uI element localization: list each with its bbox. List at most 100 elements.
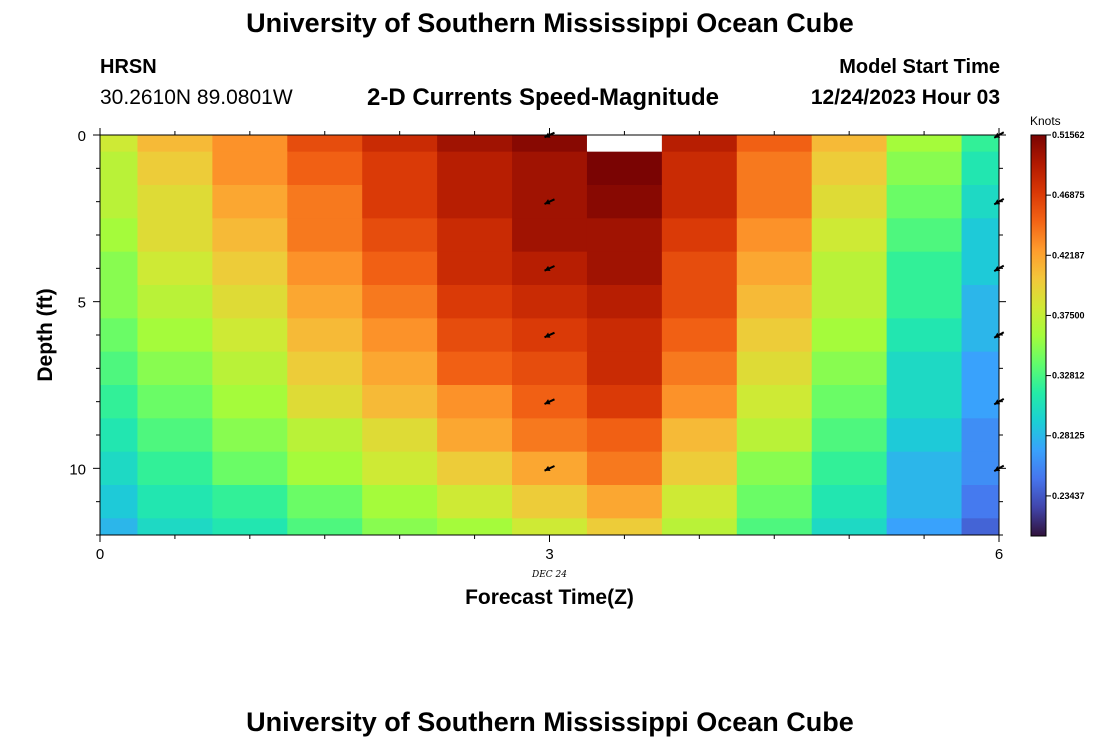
heatmap-cell [586, 285, 663, 319]
heatmap-cell [437, 451, 513, 486]
heatmap-cell [362, 418, 438, 453]
heatmap-cell [437, 518, 513, 536]
heatmap-cell [362, 485, 438, 519]
x-tick-label: 3 [545, 546, 553, 563]
heatmap-cell [362, 451, 438, 486]
heatmap-cell [886, 485, 963, 519]
heatmap-cell [512, 485, 588, 519]
colorbar-tick-label: 0.42187 [1052, 250, 1085, 260]
heatmap-cell [736, 385, 813, 419]
current-arrow [544, 465, 555, 472]
heatmap-cell [137, 285, 213, 319]
heatmap-cell [212, 351, 288, 386]
y-tick-label: 5 [78, 295, 86, 312]
colorbar-tick-label: 0.23437 [1052, 491, 1085, 501]
heatmap-cell [961, 135, 1000, 153]
heatmap-cell [736, 418, 813, 453]
heatmap-cell [661, 251, 738, 286]
heatmap-cell [137, 251, 213, 286]
heatmap-cell [287, 135, 363, 153]
heatmap-cell [437, 151, 513, 186]
second-chart-title: University of Southern Mississippi Ocean… [246, 707, 854, 737]
heatmap-cell [886, 418, 963, 453]
heatmap-cell [100, 485, 138, 519]
heatmap-cell [362, 518, 438, 536]
heatmap-cell [886, 385, 963, 419]
heatmap-cell [886, 185, 963, 219]
heatmap-cell [137, 318, 213, 353]
heatmap-cell [661, 151, 738, 186]
heatmap-cell [661, 318, 738, 353]
heatmap-cell [362, 285, 438, 319]
axes: 0 3 6 0 5 10 [69, 128, 1006, 563]
heatmap-cell [100, 351, 138, 386]
heatmap-cell [137, 418, 213, 453]
heatmap-cell [212, 318, 288, 353]
heatmap-cell [362, 135, 438, 153]
heatmap-cell [100, 385, 138, 419]
x-tick-label: 0 [96, 546, 104, 563]
heatmap-cell [212, 251, 288, 286]
colorbar-tick-label: 0.46875 [1052, 190, 1085, 200]
heatmap-cell [437, 385, 513, 419]
heatmap-cell [586, 218, 663, 253]
current-arrow [544, 398, 555, 405]
heatmap-cell [961, 251, 1000, 286]
heatmap-cell [811, 385, 888, 419]
heatmap-cell [212, 285, 288, 319]
heatmap-cell [736, 518, 813, 536]
heatmap-cell [437, 185, 513, 219]
heatmap-cell [811, 185, 888, 219]
heatmap-cell [586, 251, 663, 286]
heatmap-cell [287, 485, 363, 519]
heatmap-cell [586, 351, 663, 386]
heatmap-cell [137, 451, 213, 486]
heatmap-cell [362, 151, 438, 186]
station-name: HRSN [100, 56, 157, 78]
heatmap-cell [287, 385, 363, 419]
heatmap-cell [811, 451, 888, 486]
heatmap-cell [736, 135, 813, 153]
heatmap-cell [287, 518, 363, 536]
colorbar-gradient [1030, 134, 1047, 537]
heatmap-cell [736, 451, 813, 486]
heatmap-cell [661, 185, 738, 219]
heatmap-cell [661, 135, 738, 153]
heatmap-cell [137, 518, 213, 536]
heatmap-cell [287, 185, 363, 219]
arrow-head [544, 465, 551, 472]
heatmap-cell [100, 218, 138, 253]
arrow-head [544, 399, 551, 405]
heatmap-cell [586, 518, 663, 536]
heatmap-cell [437, 285, 513, 319]
colorbar-tick-label: 0.32812 [1052, 371, 1085, 381]
heatmap-cell [811, 418, 888, 453]
heatmap-cell [661, 385, 738, 419]
currents-heatmap-chart: 0 3 6 0 5 10 Forecast Time(Z) Depth (ft) DEC … [34, 114, 1085, 609]
heatmap-cell [886, 285, 963, 319]
colorbar-ticks: 0.51562 0.46875 0.42187 0.37500 0.32812 0.281… [1046, 130, 1085, 501]
chart-subtitle: 2-D Currents Speed-Magnitude [367, 84, 720, 111]
heatmap-cell [961, 385, 1000, 419]
heatmap-cell [100, 451, 138, 486]
heatmap-cell [212, 418, 288, 453]
heatmap-cell [287, 451, 363, 486]
heatmap-cell [437, 318, 513, 353]
arrow-head [544, 332, 551, 338]
heatmap-cell [287, 351, 363, 386]
heatmap-cell [100, 251, 138, 286]
heatmap-cell [362, 385, 438, 419]
heatmap-cell [437, 351, 513, 386]
heatmap-cell [811, 285, 888, 319]
heatmap-cell [811, 351, 888, 386]
heatmap-cell [961, 151, 1000, 186]
colorbar-tick-label: 0.37500 [1052, 310, 1085, 320]
heatmap-cell [437, 485, 513, 519]
heatmap-cell [212, 185, 288, 219]
heatmap-cell [100, 285, 138, 319]
heatmap-cell [811, 151, 888, 186]
heatmap-cell [437, 251, 513, 286]
heatmap-cell [886, 218, 963, 253]
heatmap-cell [100, 318, 138, 353]
heatmap-cell [137, 151, 213, 186]
